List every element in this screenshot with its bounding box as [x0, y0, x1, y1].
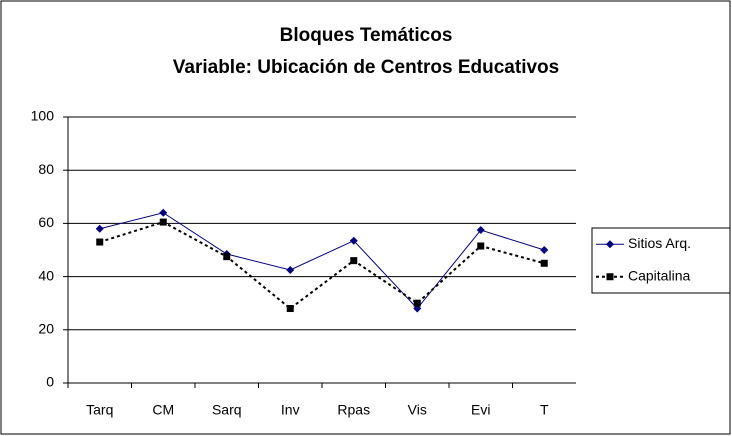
marker [413, 299, 421, 307]
marker [349, 236, 358, 245]
chart-subtitle: Variable: Ubicación de Centros Educativo… [173, 57, 559, 78]
marker [540, 259, 548, 267]
x-tick-label: CM [152, 402, 174, 418]
x-tick-label: Vis [408, 402, 427, 418]
series-line [99, 220, 545, 310]
x-tick-label: Evi [471, 402, 490, 418]
legend-marker [606, 273, 614, 281]
marker [96, 238, 104, 246]
x-tick-label: Rpas [337, 402, 370, 418]
marker [540, 246, 549, 254]
series-line [99, 212, 545, 310]
x-tick-label: T [540, 402, 549, 418]
x-tick-label: Tarq [86, 402, 113, 418]
chart-title: Bloques Temáticos [280, 25, 453, 46]
marker [476, 226, 485, 235]
y-tick-label: 60 [38, 214, 54, 230]
marker [223, 253, 231, 261]
marker [95, 224, 104, 233]
marker [286, 265, 295, 274]
y-tick-label: 100 [31, 108, 55, 124]
marker [350, 257, 358, 265]
marker [477, 242, 485, 250]
legend-label: Sitios Arq. [628, 235, 691, 251]
marker [286, 305, 294, 313]
legend-box [591, 227, 731, 294]
legend-marker [606, 240, 614, 249]
x-tick-label: Inv [281, 402, 300, 418]
x-tick-label: Sarq [212, 402, 242, 418]
y-tick-label: 80 [38, 161, 54, 177]
y-tick-label: 0 [46, 374, 54, 390]
marker [159, 208, 168, 217]
legend-label: Capitalina [628, 267, 690, 283]
y-tick-label: 40 [38, 267, 54, 283]
y-tick-label: 20 [38, 321, 54, 337]
marker [159, 218, 167, 226]
